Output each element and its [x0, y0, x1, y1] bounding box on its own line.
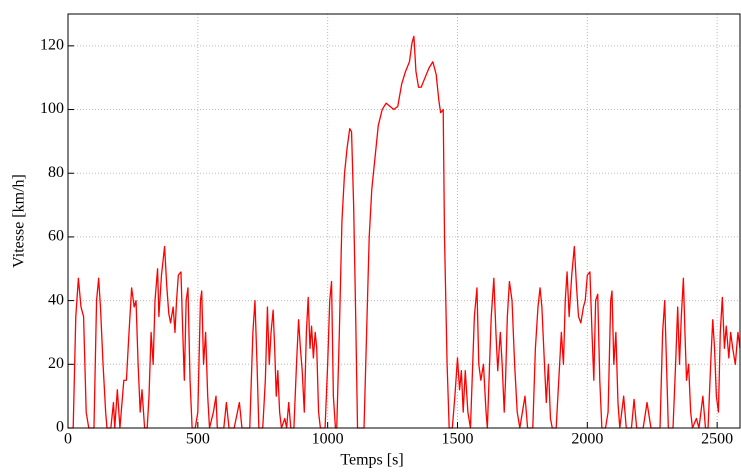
y-tick-label: 40: [48, 291, 64, 308]
x-tick-label: 2500: [701, 431, 733, 448]
x-axis-label: Temps [s]: [340, 452, 403, 469]
x-tick-label: 2000: [571, 431, 603, 448]
x-tick-label: 0: [64, 431, 72, 448]
x-tick-label: 1000: [312, 431, 344, 448]
speed-line: [68, 35, 741, 429]
y-tick-label: 120: [40, 37, 64, 54]
y-tick-label: 100: [40, 100, 64, 117]
x-tick-label: 500: [186, 431, 210, 448]
plot-frame: [67, 13, 741, 429]
y-tick-label: 60: [48, 228, 64, 245]
y-axis-label: Vitesse [km/h]: [11, 174, 28, 268]
x-tick-label: 1500: [441, 431, 473, 448]
y-tick-label: 20: [48, 355, 64, 372]
y-tick-label: 80: [48, 164, 64, 181]
y-tick-label: 0: [56, 419, 64, 436]
